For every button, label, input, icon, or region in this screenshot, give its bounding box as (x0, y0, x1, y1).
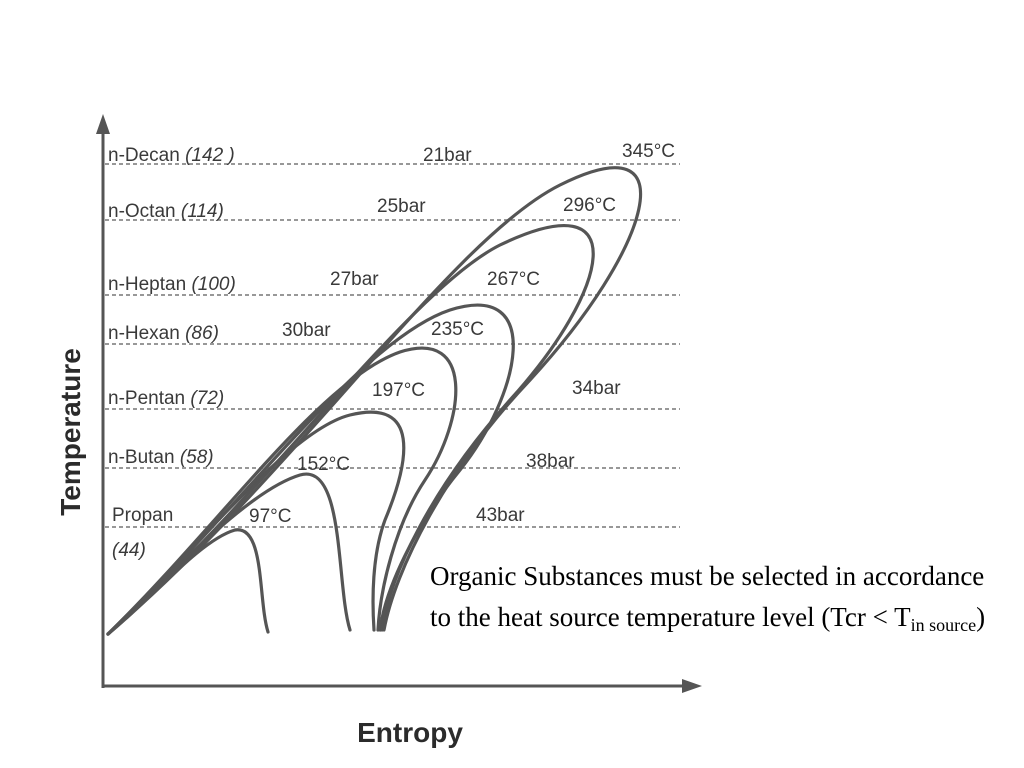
label-pentan: n-Pentan (72) (108, 388, 224, 409)
pressure-pentan: 34bar (572, 378, 621, 399)
label-butan: n-Butan (58) (108, 447, 214, 468)
tcrit-octan: 296°C (563, 195, 616, 216)
label-propan: Propan (112, 505, 173, 526)
dome-octan (106, 224, 595, 636)
label-decan: n-Decan (142 ) (108, 145, 235, 166)
dome-hexan (106, 346, 458, 636)
tcrit-heptan: 267°C (487, 269, 540, 290)
tcrit-butan: 152°C (297, 454, 350, 475)
label-propan-mol: (44) (112, 540, 146, 561)
x-axis-arrow (682, 679, 702, 693)
note-subscript: in source (910, 615, 977, 635)
pressure-heptan: 27bar (330, 269, 379, 290)
pressure-propan: 43bar (476, 505, 525, 526)
tcrit-hexan: 235°C (431, 319, 484, 340)
dome-decan (106, 166, 642, 636)
x-axis-title: Entropy (357, 717, 463, 748)
note-main: Organic Substances must be selected in a… (430, 561, 985, 632)
tcrit-propan: 97°C (249, 506, 291, 527)
label-octan: n-Octan (114) (108, 201, 224, 222)
note-text: Organic Substances must be selected in a… (430, 556, 990, 638)
tcrit-pentan: 197°C (372, 380, 425, 401)
pressure-octan: 25bar (377, 196, 426, 217)
tcrit-decan: 345°C (622, 141, 675, 162)
pressure-decan: 21bar (423, 145, 472, 166)
pressure-hexan: 30bar (282, 320, 331, 341)
pressure-butan: 38bar (526, 451, 575, 472)
note-closing: ) (976, 602, 986, 632)
label-hexan: n-Hexan (86) (108, 323, 219, 344)
y-axis-title: Temperature (55, 348, 86, 516)
y-axis-arrow (96, 114, 110, 134)
label-heptan: n-Heptan (100) (108, 274, 236, 295)
